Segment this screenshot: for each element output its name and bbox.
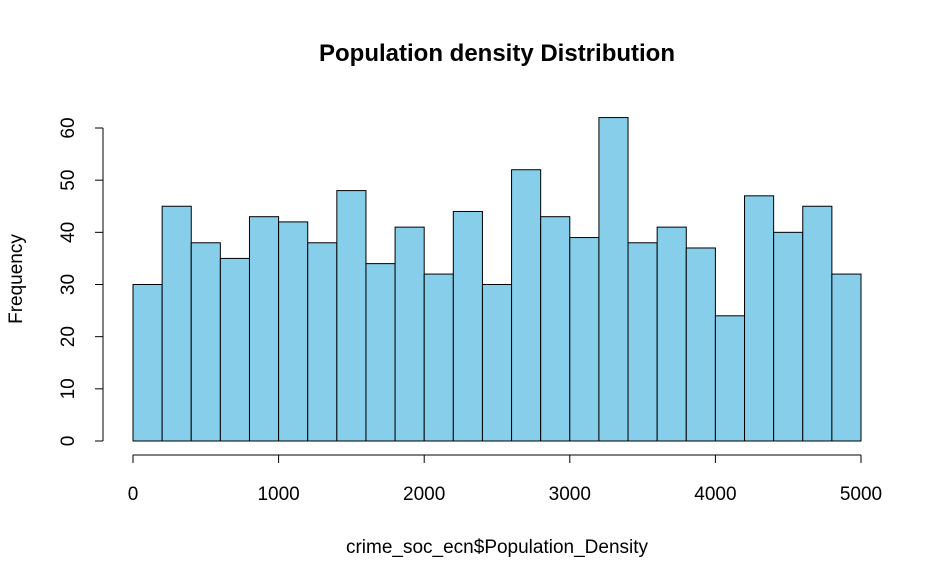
y-tick-label-40: 40 — [58, 222, 79, 243]
histogram-bar-19 — [685, 247, 716, 442]
x-tick-label-4000: 4000 — [694, 484, 736, 505]
histogram-bar-21 — [744, 195, 775, 442]
histogram-bar-9 — [394, 226, 425, 442]
y-tick-label-30: 30 — [58, 274, 79, 295]
histogram-bar-20 — [714, 315, 746, 442]
histogram-bar-4 — [248, 216, 280, 442]
histogram-bar-7 — [336, 190, 367, 442]
histogram-bar-10 — [423, 273, 454, 442]
x-axis: 0 1000 2000 3000 4000 5000 — [128, 454, 882, 505]
x-tick-label-1000: 1000 — [257, 484, 299, 505]
histogram-bar-18 — [656, 226, 687, 442]
y-tick-label-10: 10 — [58, 378, 79, 399]
histogram-bar-17 — [627, 242, 658, 442]
x-axis-label: crime_soc_ecn$Population_Density — [346, 537, 649, 558]
histogram-bar-16 — [598, 117, 629, 442]
y-tick-label-60: 60 — [58, 117, 79, 138]
histogram-bar-23 — [802, 205, 833, 442]
x-tick-label-5000: 5000 — [840, 484, 882, 505]
histogram-bar-12 — [481, 284, 513, 442]
histogram-bar-24 — [831, 273, 862, 442]
histogram-bar-1 — [161, 205, 192, 442]
y-tick-label-50: 50 — [58, 170, 79, 191]
histogram-bar-5 — [278, 221, 309, 442]
histogram-bar-3 — [219, 257, 250, 442]
x-tick-label-0: 0 — [128, 484, 139, 505]
histogram-bar-22 — [773, 231, 804, 442]
histogram-bar-2 — [190, 242, 221, 442]
y-tick-label-20: 20 — [58, 326, 79, 347]
histogram-bar-0 — [132, 284, 163, 442]
x-tick-label-3000: 3000 — [549, 484, 591, 505]
histogram-bar-13 — [511, 169, 542, 442]
y-tick-label-0: 0 — [58, 436, 79, 447]
x-tick-label-2000: 2000 — [403, 484, 445, 505]
histogram-bar-8 — [365, 263, 396, 442]
histogram-bar-15 — [569, 237, 600, 442]
y-axis: 0 10 20 30 40 50 60 — [58, 117, 104, 447]
histogram-bar-11 — [452, 210, 483, 442]
histogram-bar-6 — [307, 242, 338, 442]
histogram-bar-14 — [540, 216, 571, 442]
bars-group — [132, 117, 862, 442]
y-axis-label: Frequency — [6, 234, 27, 324]
chart-title: Population density Distribution — [319, 40, 675, 67]
